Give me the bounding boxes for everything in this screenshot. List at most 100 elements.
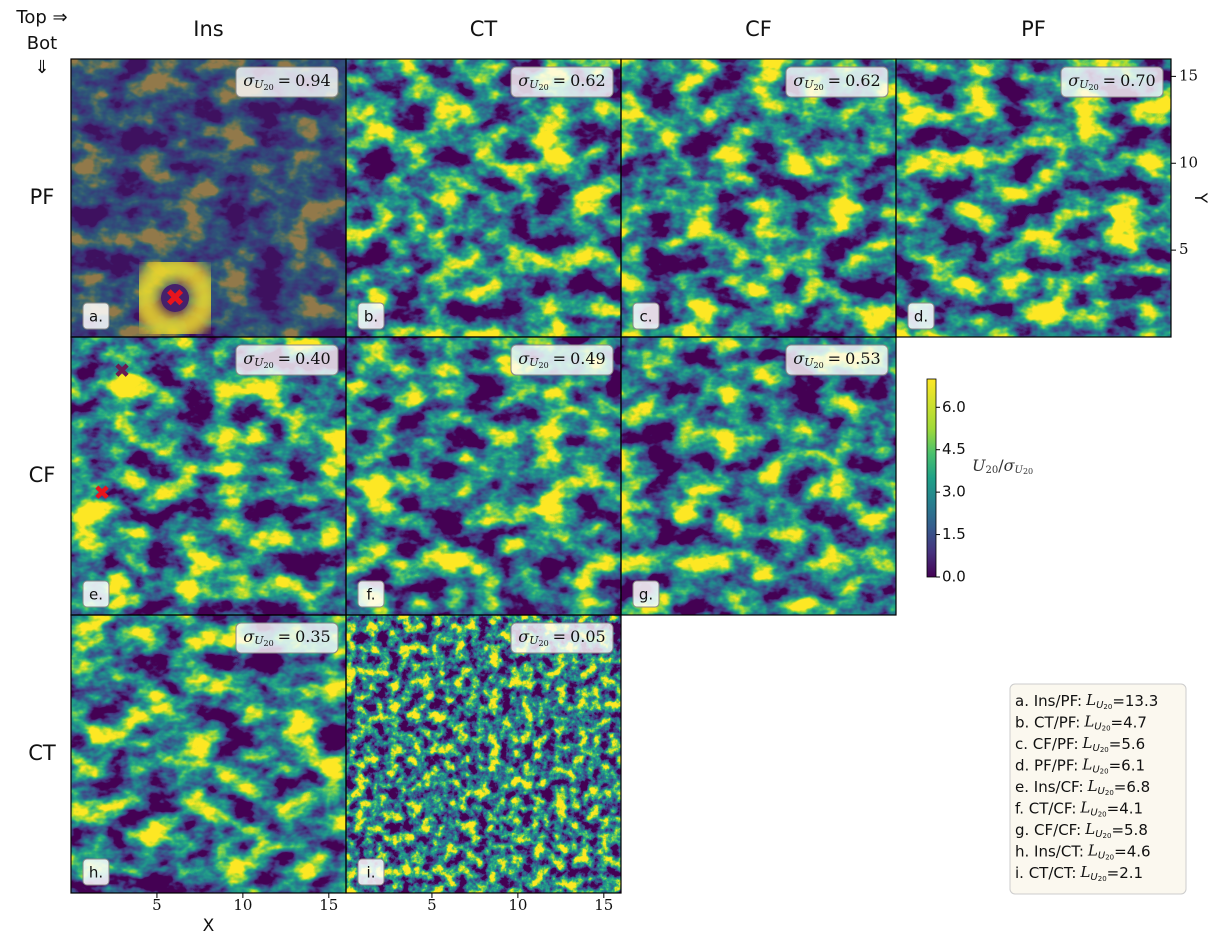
y-axis-label: Y	[1190, 192, 1210, 204]
equals: =	[1114, 842, 1127, 860]
panel-frame	[895, 58, 1172, 338]
label-box	[82, 302, 110, 330]
symbol: σ	[243, 349, 255, 368]
symbol: σ	[518, 71, 530, 90]
symbol-sub: 20	[1103, 703, 1112, 711]
symbol: L	[1079, 863, 1090, 881]
symbol: L	[1087, 777, 1098, 795]
symbol-sub: 20	[1023, 467, 1033, 476]
marker: ✖	[94, 481, 111, 505]
symbol: L	[1087, 842, 1098, 860]
symbol-sub: 20	[263, 639, 273, 648]
panel-label: g.	[639, 586, 653, 604]
corner-text: Top ⇒	[15, 7, 67, 28]
corner-text: Bot	[27, 33, 57, 54]
legend-entry: c. CF/PF: LU20=5.6	[1015, 734, 1145, 754]
legend-value: 4.1	[1119, 799, 1143, 817]
math-label: σU20 = 0.35	[243, 627, 330, 649]
equals: =	[1109, 735, 1122, 753]
symbol: L	[1081, 756, 1092, 774]
symbol: L	[1082, 734, 1093, 752]
label-box	[632, 302, 660, 330]
heatmap-panel	[346, 59, 621, 337]
heatmap-panel	[346, 615, 621, 893]
legend-entry: b. CT/PF: LU20=4.7	[1015, 713, 1147, 733]
legend-value: 4.6	[1127, 842, 1151, 860]
symbol-sub: 20	[1100, 768, 1109, 776]
symbol-sub: U	[804, 78, 814, 91]
label-box	[357, 858, 385, 886]
legend-value: 4.7	[1123, 713, 1147, 731]
panel-frame	[345, 614, 622, 894]
column-header: CF	[745, 17, 772, 41]
symbol-sub: 20	[813, 83, 823, 92]
symbol-sub: U	[1015, 465, 1024, 476]
panel-label: f.	[367, 586, 376, 604]
legend-prefix: c. CF/PF:	[1015, 735, 1079, 753]
math-label: σU20 = 0.62	[518, 71, 605, 93]
legend-prefix: f. CT/CF:	[1015, 799, 1076, 817]
symbol-sub: U	[1079, 78, 1089, 91]
symbol: σ	[518, 349, 530, 368]
stat-box	[235, 622, 339, 654]
value: 0.53	[845, 349, 881, 368]
symbol-sub: U	[1095, 829, 1103, 840]
colorbar-label: U20/σU20	[972, 456, 1033, 477]
symbol-sub: 20	[1098, 875, 1107, 883]
stat-box	[785, 66, 889, 98]
row-header: CF	[29, 463, 56, 487]
equals: =	[1112, 692, 1125, 710]
stat-box	[510, 622, 614, 654]
label-box	[907, 302, 935, 330]
symbol-sub: 20	[538, 83, 548, 92]
equals: =	[828, 71, 841, 90]
symbol: L	[1083, 713, 1094, 731]
legend-entry: i. CT/CT: LU20=2.1	[1015, 863, 1143, 883]
math-label: σU20 = 0.40	[243, 349, 330, 371]
row-header: CT	[28, 741, 56, 765]
symbol-sub: 20	[985, 465, 998, 476]
symbol-sub: U	[1090, 872, 1098, 883]
stat-box	[510, 344, 614, 376]
x-tick-label: 10	[233, 896, 252, 914]
equals: =	[1107, 864, 1120, 882]
symbol-sub: U	[1092, 765, 1100, 776]
symbol-sub: U	[1090, 808, 1098, 819]
value: 0.70	[1120, 71, 1156, 90]
math-label: σU20 = 0.49	[518, 349, 605, 371]
symbol-sub: U	[529, 356, 539, 369]
vortex-core	[161, 284, 189, 312]
decorations: ✖ ✖ ✖	[71, 59, 346, 505]
symbol-sub: 20	[1105, 789, 1114, 797]
legend-prefix: i. CT/CT:	[1015, 864, 1076, 882]
legend-prefix: b. CT/PF:	[1015, 713, 1080, 731]
x-tick-label: 15	[319, 896, 338, 914]
stat-box	[1060, 66, 1164, 98]
symbol: σ	[243, 627, 255, 646]
equals: =	[278, 349, 291, 368]
x-axis-label: X	[203, 916, 215, 936]
symbol-sub: U	[804, 356, 814, 369]
legend-value: 6.8	[1126, 778, 1150, 796]
legend-prefix: d. PF/PF:	[1015, 756, 1078, 774]
heatmap-panel	[71, 337, 346, 615]
label-box	[357, 580, 385, 608]
symbol-sub: U	[529, 634, 539, 647]
heatmap-panel	[621, 337, 896, 615]
math-label: σU20 = 0.05	[518, 627, 605, 649]
symbol: L	[1084, 820, 1095, 838]
equals: =	[1107, 799, 1120, 817]
symbol-sub: 20	[538, 639, 548, 648]
symbol-sub: U	[529, 78, 539, 91]
symbol-sub: U	[1094, 722, 1102, 733]
math-label: σU20 = 0.62	[793, 71, 880, 93]
slash: /	[998, 456, 1004, 475]
label-box	[632, 580, 660, 608]
equals: =	[1114, 778, 1127, 796]
stat-box	[235, 66, 339, 98]
symbol: σ	[1004, 456, 1016, 475]
legend-value: 5.6	[1121, 735, 1145, 753]
equals: =	[553, 71, 566, 90]
symbol-sub: 20	[1100, 746, 1109, 754]
value: 0.35	[295, 627, 331, 646]
